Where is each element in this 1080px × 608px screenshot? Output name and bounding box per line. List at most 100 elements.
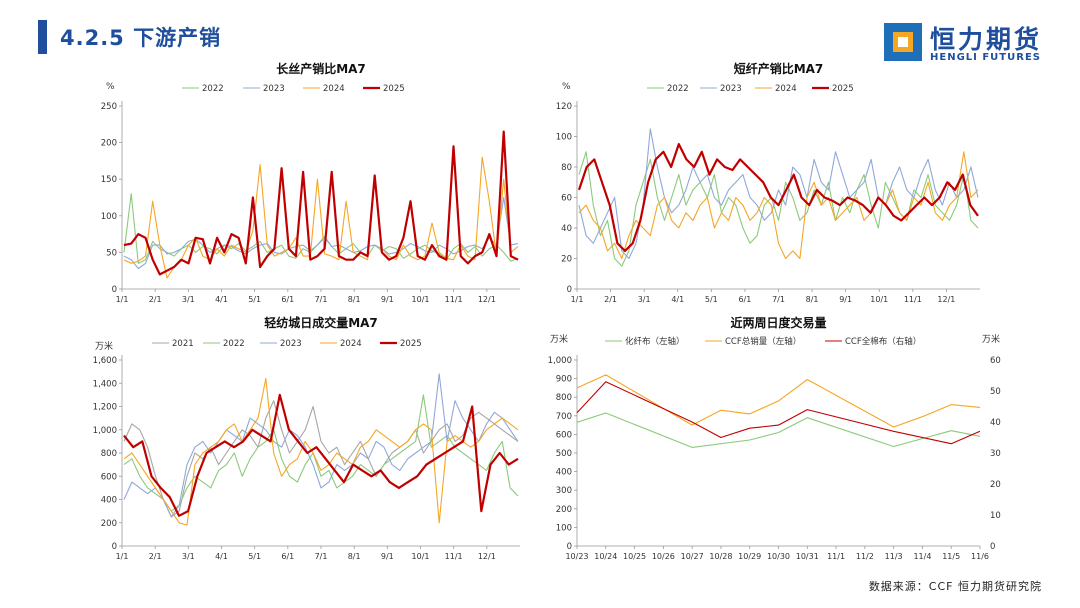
y-tick-label: 80 [561, 163, 572, 173]
legend-label: 2022 [202, 84, 224, 94]
y-right-tick-label: 0 [990, 542, 995, 552]
y-tick-label: 0 [567, 542, 572, 552]
y-right-tick-label: 50 [990, 387, 1001, 397]
x-tick-label: 12/1 [478, 295, 496, 304]
x-tick-label: 12/1 [937, 295, 955, 304]
x-tick-label: 2/1 [604, 295, 617, 304]
x-tick-label: 6/1 [281, 295, 294, 304]
y-right-axis-label: 万米 [982, 333, 1000, 345]
y-tick-label: 800 [101, 449, 117, 459]
series-line-2025 [123, 130, 519, 276]
source-note: 数据来源：CCF 恒力期货研究院 [868, 580, 1042, 593]
y-tick-label: 1,000 [93, 426, 117, 436]
legend-label: 2025 [832, 84, 854, 94]
legend-label: 2023 [263, 84, 285, 94]
chart3-svg: 轻纺城日成交量MA7 万米 0 200 400 600 800 1,000 1,200 1,400… [93, 315, 520, 561]
legend-label: 2024 [323, 84, 345, 94]
y-axis-label: % [106, 82, 115, 92]
x-tick-label: 10/26 [652, 552, 675, 561]
x-tick-label: 11/1 [904, 295, 922, 304]
x-tick-label: 10/31 [796, 552, 819, 561]
x-tick-label: 9/1 [839, 295, 852, 304]
y-tick-label: 1,200 [93, 403, 117, 413]
chart-textile-city-volume: 轻纺城日成交量MA7 万米 0 200 400 600 800 1,000 1,200 1,400… [70, 312, 540, 562]
y-tick-label: 60 [561, 194, 572, 204]
y-tick-label: 1,400 [93, 379, 117, 389]
y-tick-label: 0 [112, 285, 117, 295]
x-tick-label: 8/1 [348, 295, 361, 304]
chart-title: 轻纺城日成交量MA7 [264, 315, 378, 330]
x-tick-label: 11/1 [445, 552, 463, 561]
x-tick-label: 11/4 [913, 552, 931, 561]
chart4-svg: 近两周日度交易量万米01002003004005006007008009001,… [548, 315, 1001, 561]
series-line-化纤布（左轴） [576, 412, 981, 448]
legend-label: 2024 [340, 339, 362, 349]
x-tick-label: 4/1 [215, 552, 228, 561]
y-tick-label: 120 [556, 102, 572, 112]
legend-label: CCF全棉布（右轴） [845, 336, 921, 347]
series-line-CCF全棉布（右轴） [576, 381, 981, 445]
y-tick-label: 400 [556, 468, 572, 478]
company-logo: 恒力期货 HENGLI FUTURES [884, 20, 1054, 66]
legend-label: 2021 [172, 339, 194, 349]
legend-label: 2024 [775, 84, 797, 94]
y-tick-label: 200 [101, 139, 117, 149]
series-line-CCF总销量（左轴） [576, 374, 981, 428]
logo-mark-icon [884, 23, 922, 61]
y-tick-label: 250 [101, 102, 117, 112]
legend-label: 2025 [383, 84, 405, 94]
x-tick-label: 4/1 [215, 295, 228, 304]
series-line-2025 [123, 393, 519, 517]
y-right-tick-label: 40 [990, 418, 1001, 428]
title-accent-bar [38, 20, 47, 54]
legend-label: 2023 [720, 84, 742, 94]
x-tick-label: 10/1 [412, 552, 430, 561]
x-tick-label: 8/1 [348, 552, 361, 561]
series-line-2023 [123, 373, 519, 518]
y-tick-label: 100 [556, 523, 572, 533]
x-tick-label: 4/1 [671, 295, 684, 304]
x-tick-label: 11/1 [445, 295, 463, 304]
legend-label: 化纤布（左轴） [625, 336, 685, 347]
chart-staple-sales-ratio: 短纤产销比MA7% 0 20 40 60 80 100 120 1/1 2/1 3/1 4/1 5/1 6… [545, 58, 1015, 308]
x-tick-label: 11/1 [827, 552, 845, 561]
x-tick-label: 10/23 [565, 552, 588, 561]
series-line-2025 [577, 143, 979, 252]
x-tick-label: 9/1 [381, 552, 394, 561]
x-tick-label: 10/1 [412, 295, 430, 304]
y-tick-label: 1,600 [93, 356, 117, 366]
page-title: 4.2.5 下游产销 [60, 26, 222, 50]
logo-name: 恒力期货 [930, 25, 1043, 54]
chart-title: 近两周日度交易量 [730, 315, 826, 330]
x-tick-label: 10/30 [767, 552, 790, 561]
series-line-2023 [578, 128, 979, 260]
series-line-2023 [123, 196, 519, 270]
y-right-tick-label: 10 [990, 511, 1001, 521]
y-tick-label: 50 [106, 248, 117, 258]
chart1-svg: 长丝产销比MA7% 0 50 100 150 200 250 1/1 2/1 3/1 4/1 5/1 6… [101, 61, 520, 304]
x-tick-label: 1/1 [116, 552, 129, 561]
x-tick-label: 2/1 [149, 552, 162, 561]
x-tick-label: 10/24 [594, 552, 617, 561]
x-tick-label: 6/1 [281, 552, 294, 561]
y-axis-label: % [562, 82, 571, 92]
y-tick-label: 800 [556, 393, 572, 403]
logo-subtitle: HENGLI FUTURES [930, 52, 1041, 63]
x-tick-label: 7/1 [772, 295, 785, 304]
y-tick-label: 1,000 [548, 356, 572, 366]
x-tick-label: 5/1 [705, 295, 718, 304]
x-tick-label: 1/1 [116, 295, 129, 304]
x-tick-label: 5/1 [248, 295, 261, 304]
legend-label: 2023 [280, 339, 302, 349]
x-tick-label: 3/1 [182, 552, 195, 561]
series-line-2022 [578, 151, 979, 267]
chart2-svg: 短纤产销比MA7% 0 20 40 60 80 100 120 1/1 2/1 3/1 4/1 5/1 6… [556, 61, 980, 304]
chart-title: 长丝产销比MA7 [276, 61, 366, 76]
y-tick-label: 40 [561, 224, 572, 234]
series-line-2021 [123, 400, 519, 518]
y-tick-label: 100 [101, 212, 117, 222]
x-tick-label: 3/1 [638, 295, 651, 304]
y-tick-label: 150 [101, 175, 117, 185]
x-tick-label: 11/3 [885, 552, 903, 561]
series-line-2024 [578, 151, 979, 260]
